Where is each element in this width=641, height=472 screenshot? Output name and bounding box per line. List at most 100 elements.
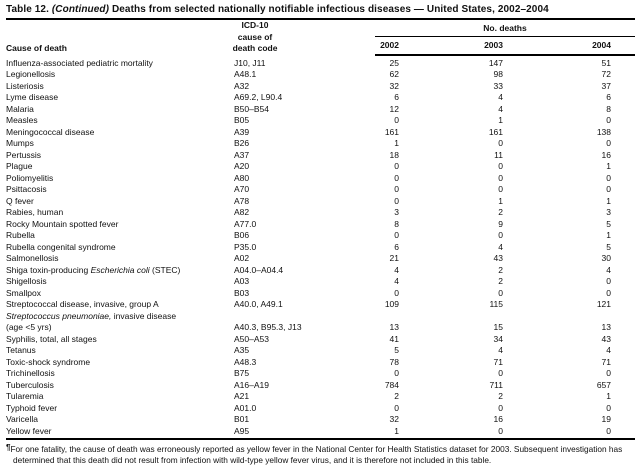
row-spacer [611,115,635,127]
cause-cell: Measles [6,115,38,125]
header-spacer [611,36,636,56]
table-row: Legionellosis A48.1 62 98 72 [6,69,635,81]
deaths-2002-cell: 1 [394,138,399,148]
cause-cell: Streptococcal disease, invasive, group A [6,299,159,309]
deaths-2004-cell: 51 [601,57,611,68]
deaths-2002-cell: 0 [394,195,399,206]
row-spacer [611,425,636,440]
deaths-2003-cell: 0 [498,368,503,378]
deaths-2004-cell: 4 [606,345,611,355]
row-spacer [611,357,635,369]
deaths-2003-cell: 161 [488,126,503,137]
deaths-2002-cell: 1 [375,425,399,440]
cause-cell: Shiga toxin-producing Escherichia coli (… [6,264,181,275]
deaths-2003-cell: 0 [498,402,503,413]
deaths-2003-cell: 115 [489,299,503,309]
cause-cell: Listeriosis [6,80,44,91]
icd10-code-cell: B75 [234,368,250,378]
deaths-2002-cell: 0 [394,172,399,183]
deaths-2003-cell: 0 [498,230,503,240]
row-spacer [611,104,635,116]
row-spacer [611,253,635,265]
deaths-2002-cell: 0 [394,115,399,125]
deaths-2004-cell: 121 [596,299,611,309]
deaths-2004-cell: 0 [503,425,611,440]
table-row: Pertussis A37 18 11 16 [6,150,635,162]
icd10-code-cell: B01 [234,414,250,424]
deaths-2002-cell: 0 [394,161,399,171]
deaths-2004-cell: 30 [601,253,611,263]
cause-cell: Pertussis [6,149,41,160]
deaths-2003-cell: 11 [494,149,503,160]
row-spacer [611,127,635,139]
deaths-2004-cell: 71 [601,356,611,367]
table-row: Yellow fever A95 1 0 0 [6,425,636,440]
table-row: Tetanus A35 5 4 4 [6,345,635,357]
deaths-2003-cell: 711 [489,379,503,390]
table-row: Toxic-shock syndrome A48.3 78 71 71 [6,357,635,369]
deaths-2003-cell: 1 [498,195,503,206]
icd10-code-cell: A40.3, B95.3, J13 [234,322,302,332]
cause-cell: Toxic-shock syndrome [6,356,91,367]
deaths-2002-cell: 0 [394,368,399,378]
deaths-2004-cell: 3 [606,207,611,217]
deaths-2002-cell: 12 [389,103,399,114]
column-header-2003: 2003 [399,36,503,56]
cause-cell: Rubella [6,230,35,240]
deaths-2004-cell: 1 [606,391,611,401]
icd10-code-cell: A01.0 [234,402,257,413]
table-row: Varicella B01 32 16 19 [6,414,635,426]
deaths-2002-cell: 78 [389,356,399,367]
icd10-code-cell: A21 [234,391,250,401]
deaths-2003-cell: 147 [488,57,503,68]
table-row: Tularemia A21 2 2 1 [6,391,635,403]
row-spacer [611,414,635,426]
deaths-2004-cell: 19 [601,414,611,424]
deaths-2002-cell: 32 [389,80,399,91]
icd10-code-cell: A70 [234,184,250,194]
row-spacer [611,380,635,392]
row-spacer [611,173,635,185]
deaths-2003-cell: 2 [498,264,503,275]
icd10-code-cell: B06 [234,230,250,240]
column-header-cause: Cause of death [6,43,67,53]
icd10-code-cell: A37 [234,149,250,160]
deaths-2003-cell: 15 [493,322,503,332]
icd10-code-cell: A20 [234,161,250,171]
icd10-code-cell: A48.1 [234,69,257,79]
deaths-2003-cell: 4 [498,103,503,114]
cause-cell: Shigellosis [6,276,47,286]
deaths-2004-cell: 1 [606,195,611,206]
table-row: Syphilis, total, all stages A50–A53 41 34 43 [6,334,635,346]
table-row: Salmonellosis A02 21 43 30 [6,253,635,265]
deaths-2004-cell: 657 [596,379,611,390]
deaths-2004-cell: 0 [606,287,611,298]
cause-cell: Rabies, human [6,207,64,217]
footnote-text: For one fatality, the cause of death was… [10,444,623,465]
cause-cell: Rocky Mountain spotted fever [6,218,119,229]
table-row: Listeriosis A32 32 33 37 [6,81,635,93]
icd10-code-cell: A82 [234,207,250,217]
cause-cell: Tuberculosis [6,379,54,390]
table-row: Shigellosis A03 4 2 0 [6,276,635,288]
column-header-code: ICD-10 cause of death code [233,20,375,55]
column-header-2004: 2004 [503,36,611,56]
deaths-2002-cell: 21 [389,253,399,263]
table-row: Meningococcal disease A39 161 161 138 [6,127,635,139]
cause-cell: Malaria [6,103,34,114]
deaths-2004-cell: 5 [606,241,611,252]
deaths-2002-cell: 161 [384,126,399,137]
row-spacer [611,161,635,173]
cause-cell: Tularemia [6,391,44,401]
table-row: Poliomyelitis A80 0 0 0 [6,173,635,185]
icd10-code-cell: A95 [234,425,375,440]
row-spacer [611,207,635,219]
deaths-2002-cell: 13 [389,322,399,332]
cause-cell: Meningococcal disease [6,126,95,137]
deaths-2003-cell: 0 [498,161,503,171]
table-row: Plague A20 0 0 1 [6,161,635,173]
table-row: Shiga toxin-producing Escherichia coli (… [6,265,635,277]
deaths-2003-cell: 4 [498,92,503,102]
table-title: Table 12. (Continued) Deaths from select… [6,4,635,20]
icd10-code-cell: A39 [234,126,250,137]
